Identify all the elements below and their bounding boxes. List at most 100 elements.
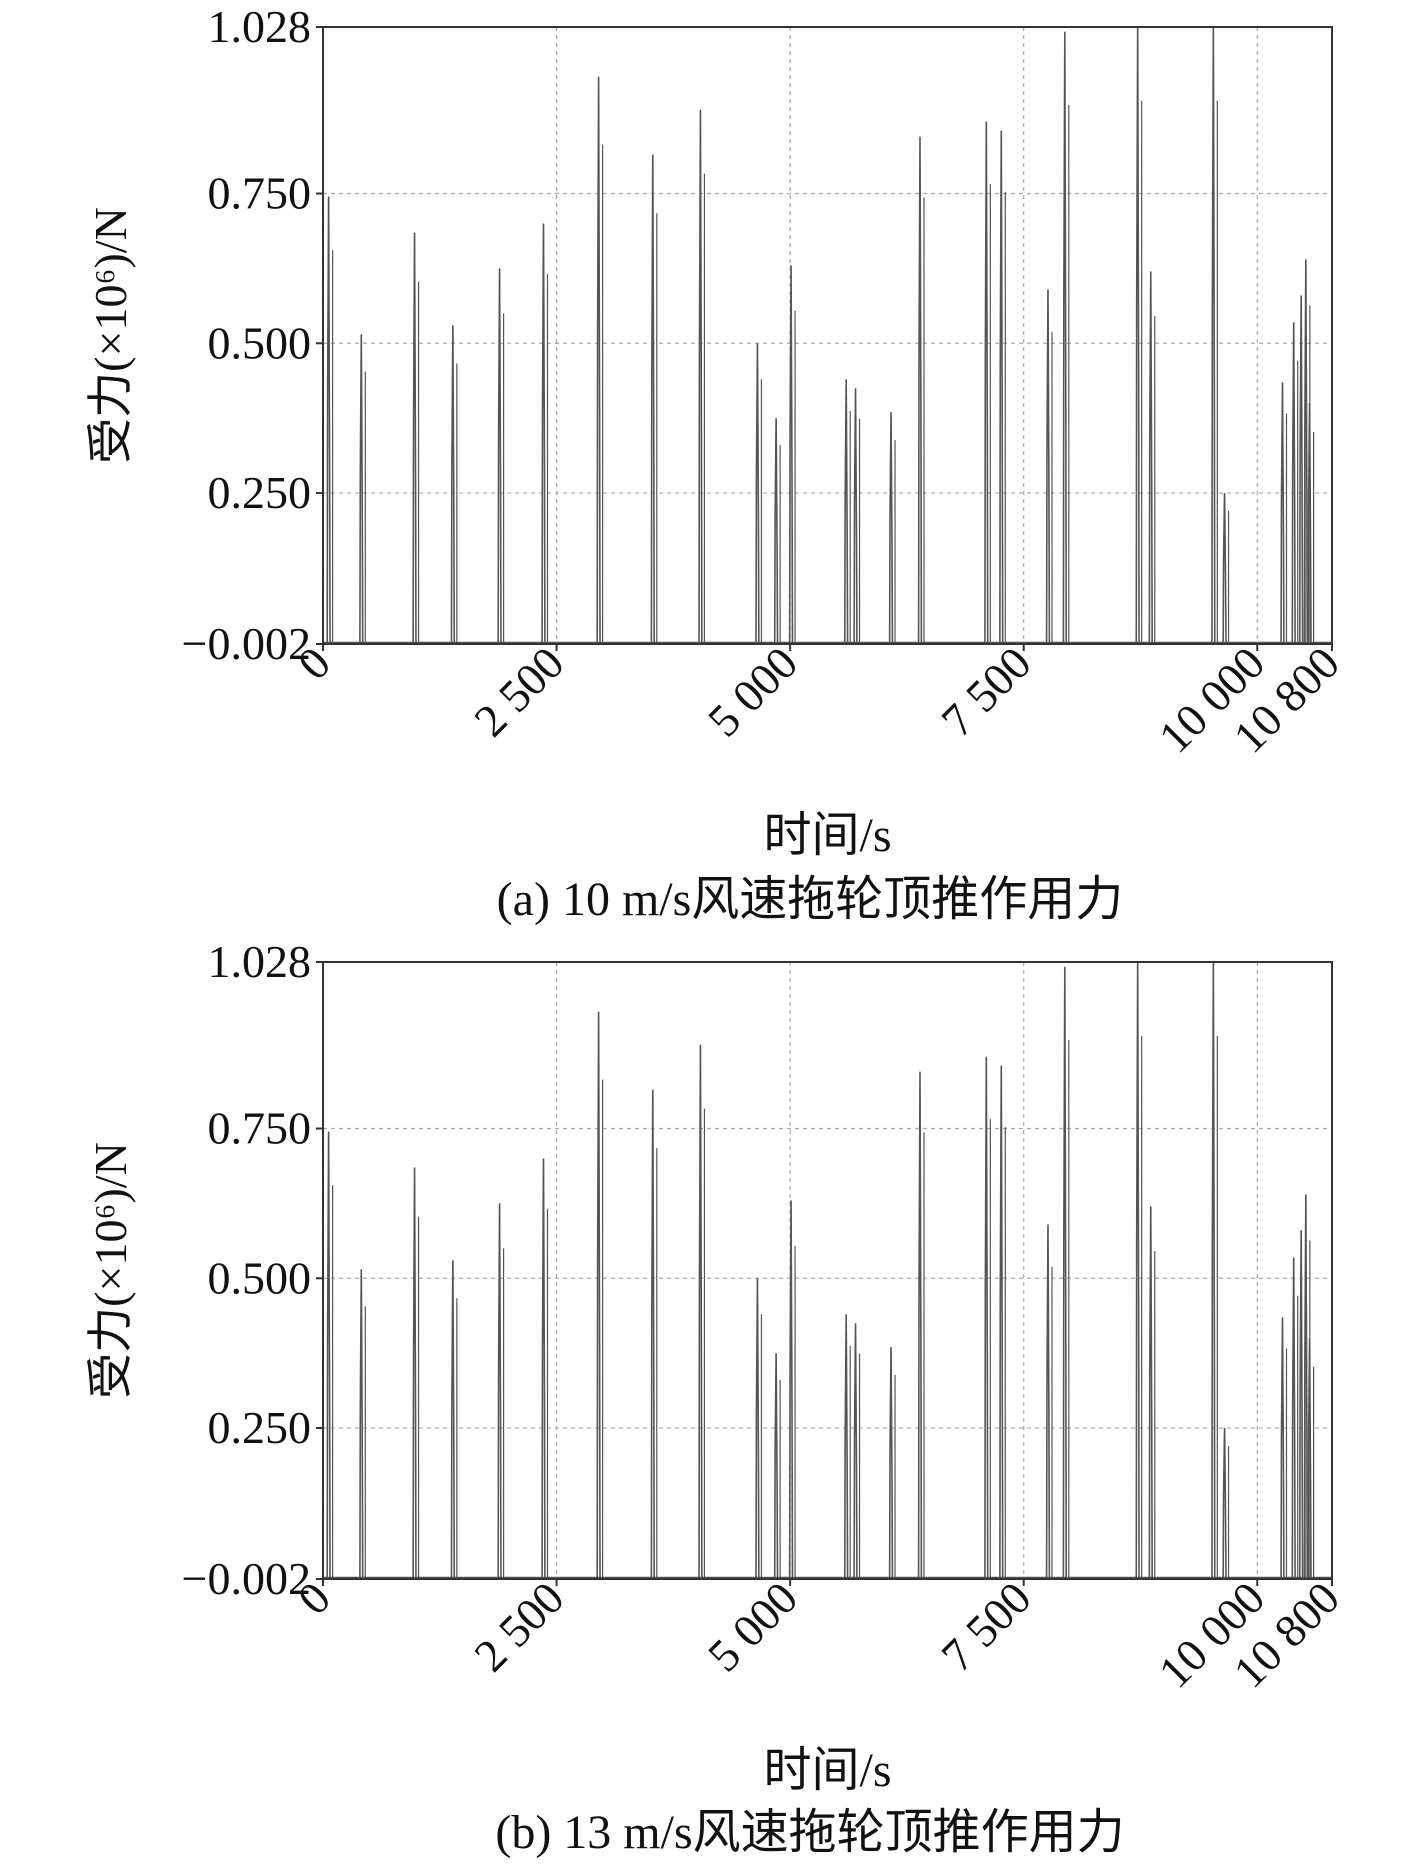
spike-line xyxy=(888,1347,894,1578)
data-peak xyxy=(596,1011,604,1578)
data-peak xyxy=(1307,1338,1315,1578)
x-tick-label: 2 500 xyxy=(464,637,573,746)
plot-frame xyxy=(322,26,1333,645)
spike-line xyxy=(999,130,1004,643)
data-peak xyxy=(1135,961,1143,1578)
y-tick-label: 0.500 xyxy=(208,1252,312,1303)
x-tick-label: 7 500 xyxy=(932,637,1041,746)
spike-line xyxy=(1280,1317,1285,1578)
spike-line xyxy=(788,265,794,643)
y-axis-label: 受力(×10⁶)/N xyxy=(85,1142,136,1399)
data-peak xyxy=(1062,966,1070,1578)
spike-line xyxy=(788,1200,794,1578)
spike-line xyxy=(1148,1206,1153,1578)
data-peak xyxy=(888,1347,896,1578)
spike-line xyxy=(1135,26,1140,643)
spike-line xyxy=(999,1065,1004,1578)
y-tick-label: 0.250 xyxy=(208,467,312,518)
data-peak xyxy=(853,388,861,643)
y-tick-label: 0.250 xyxy=(208,1402,312,1453)
data-peak xyxy=(412,232,420,643)
spike-line xyxy=(773,1353,779,1578)
spike-line xyxy=(773,418,779,643)
spike-line xyxy=(917,1071,923,1578)
data-peak xyxy=(596,76,604,643)
data-peak xyxy=(1211,961,1218,1578)
y-tick-label: −0.002 xyxy=(182,618,311,669)
y-tick-label: 0.500 xyxy=(208,317,312,368)
spike-line xyxy=(359,334,364,643)
data-peak xyxy=(1045,289,1053,643)
spike-line xyxy=(497,1203,502,1578)
panel-caption: (b) 13 m/s风速拖轮顶推作用力 xyxy=(495,1806,1124,1859)
spike-line xyxy=(1211,26,1216,643)
spike-line xyxy=(984,121,989,643)
data-peak xyxy=(1307,403,1315,643)
spike-line xyxy=(541,1158,546,1578)
spike-line xyxy=(1307,403,1312,643)
spike-line xyxy=(853,1323,858,1578)
x-tick-label: 5 000 xyxy=(698,637,807,746)
data-peak xyxy=(888,412,896,643)
data-peak xyxy=(999,130,1006,643)
plot-frame xyxy=(322,961,1333,1580)
data-peak xyxy=(1222,1428,1230,1578)
data-peak xyxy=(450,325,458,643)
data-peak xyxy=(541,1158,549,1578)
spike-line xyxy=(541,223,546,643)
x-tick-label: 2 500 xyxy=(464,1572,573,1681)
spike-line xyxy=(596,76,601,643)
data-peak xyxy=(1045,1224,1053,1578)
spike-line xyxy=(1148,271,1153,643)
data-peak xyxy=(1291,322,1299,643)
data-peak xyxy=(412,1167,420,1578)
data-peak xyxy=(773,1353,781,1578)
spike-line xyxy=(1135,961,1140,1578)
spike-line xyxy=(650,1089,655,1578)
spike-line xyxy=(359,1269,364,1578)
spike-line xyxy=(412,232,417,643)
spike-line xyxy=(1307,1338,1312,1578)
spike-line xyxy=(698,1044,703,1578)
data-peak xyxy=(843,1314,851,1578)
spike-line xyxy=(650,154,655,643)
data-peak xyxy=(1148,271,1156,643)
data-peak xyxy=(650,154,658,643)
y-axis-label: 受力(×10⁶)/N xyxy=(85,207,136,464)
spike-line xyxy=(326,196,331,643)
spike-line xyxy=(1303,1194,1309,1578)
spike-line xyxy=(1222,1428,1227,1578)
x-axis-label: 时间/s xyxy=(763,809,891,862)
data-peak xyxy=(541,223,549,643)
spike-line xyxy=(450,325,456,643)
y-tick-label: 1.028 xyxy=(208,1,312,52)
spike-line xyxy=(1045,1224,1051,1578)
y-tick-label: −0.002 xyxy=(182,1553,311,1604)
data-peak xyxy=(773,418,781,643)
spike-line xyxy=(450,1260,456,1578)
x-tick-label: 5 000 xyxy=(698,1572,807,1681)
data-peak xyxy=(843,379,851,643)
data-peak xyxy=(755,1278,763,1578)
spike-line xyxy=(984,1056,989,1578)
data-peak xyxy=(1211,26,1218,643)
panel-caption: (a) 10 m/s风速拖轮顶推作用力 xyxy=(497,873,1124,926)
data-peak xyxy=(984,1056,991,1578)
spike-line xyxy=(888,412,894,643)
data-peak xyxy=(984,121,991,643)
spike-line xyxy=(596,1011,601,1578)
spike-line xyxy=(755,343,760,643)
data-peak xyxy=(999,1065,1006,1578)
data-peak xyxy=(755,343,763,643)
spike-line xyxy=(1280,382,1285,643)
spike-line xyxy=(755,1278,760,1578)
data-peak xyxy=(497,1203,505,1578)
data-peak xyxy=(788,1200,796,1578)
y-tick-label: 0.750 xyxy=(208,1103,312,1154)
spike-line xyxy=(843,1314,849,1578)
data-peak xyxy=(917,136,925,643)
spike-line xyxy=(412,1167,417,1578)
data-peak xyxy=(853,1323,861,1578)
